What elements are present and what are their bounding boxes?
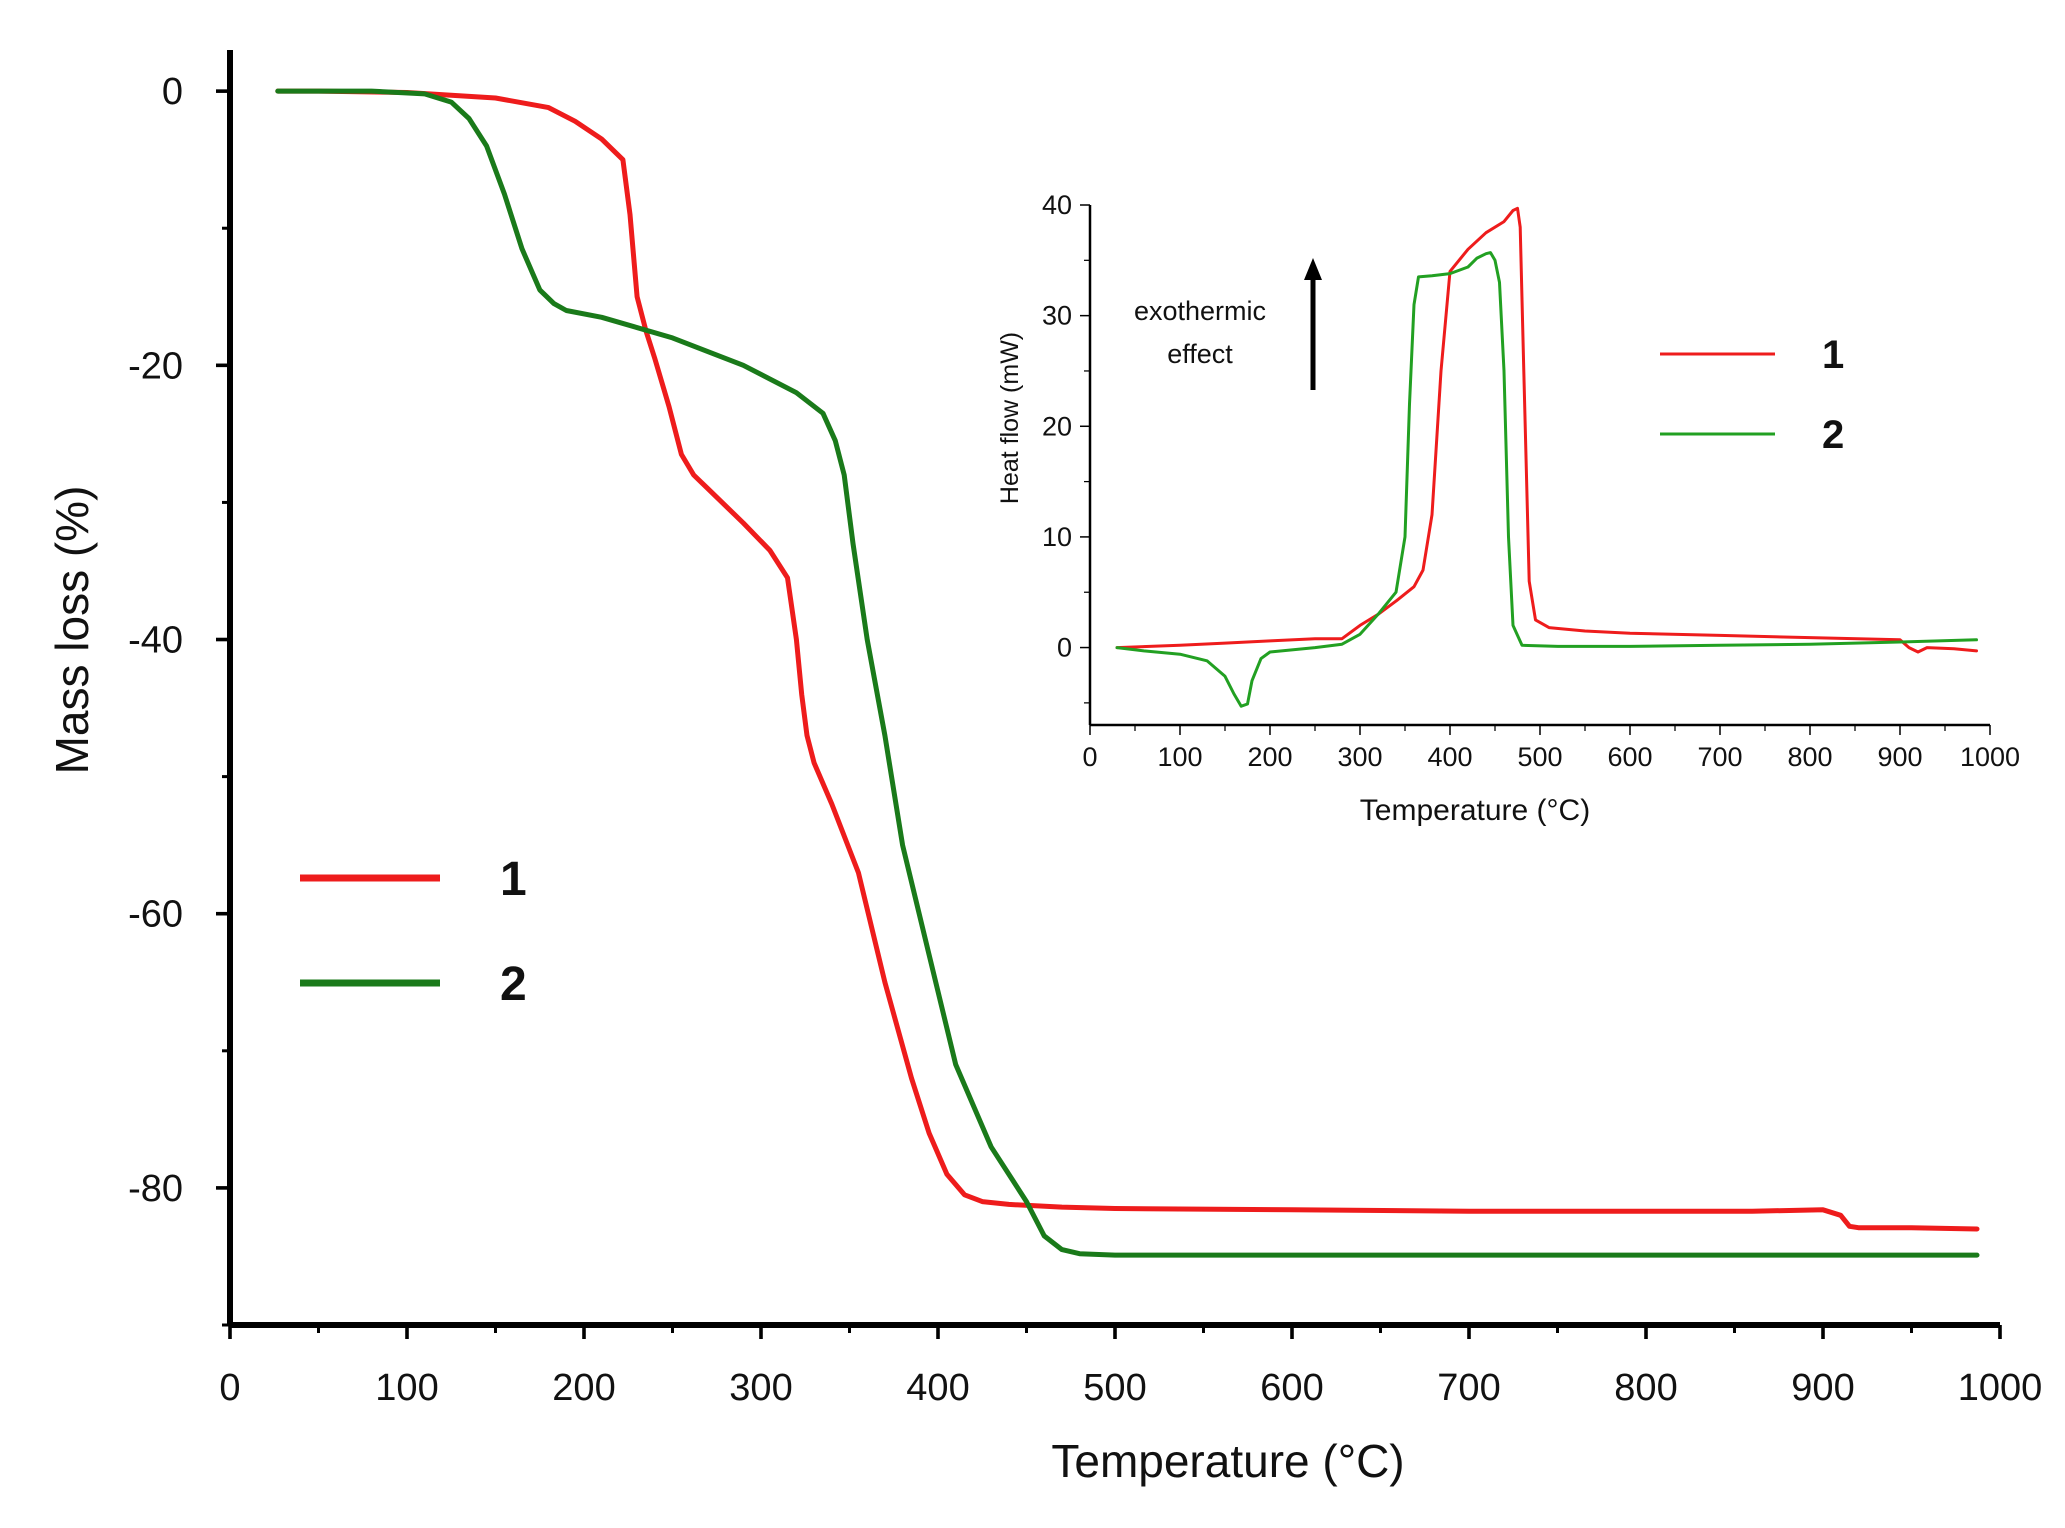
main-legend-label-1: 1: [500, 853, 527, 906]
inset-x-tick-label: 900: [1877, 742, 1922, 772]
main-x-tick-label: 100: [375, 1367, 438, 1409]
main-x-tick-label: 700: [1437, 1367, 1500, 1409]
main-x-tick-label: 600: [1260, 1367, 1323, 1409]
inset-x-tick-label: 200: [1247, 742, 1292, 772]
main-y-axis-title: Mass loss (%): [46, 486, 98, 775]
main-x-tick-label: 300: [729, 1367, 792, 1409]
inset-y-axis-title: Heat flow (mW): [996, 332, 1024, 504]
inset-y-tick-label: 20: [1042, 411, 1072, 441]
main-y-tick-label: -60: [128, 894, 183, 936]
main-axes: [227, 50, 2000, 1328]
main-x-tick-label: 1000: [1958, 1367, 2043, 1409]
exothermic-arrow-icon: [1304, 258, 1322, 390]
main-y-tick-label: 0: [162, 71, 183, 113]
main-x-axis-title: Temperature (°C): [1051, 1435, 1404, 1487]
main-x-tick-label: 900: [1791, 1367, 1854, 1409]
inset-legend-label-2: 2: [1822, 413, 1844, 457]
inset-x-tick-label: 500: [1517, 742, 1562, 772]
main-lines: [275, 88, 1980, 1258]
exothermic-label-line1: exothermic: [1134, 296, 1266, 326]
main-x-tick-label: 400: [906, 1367, 969, 1409]
inset-legend-label-1: 1: [1822, 333, 1844, 377]
inset-x-tick-label: 800: [1787, 742, 1832, 772]
main-legend-label-2: 2: [500, 958, 527, 1011]
main-y-ticks: 0 -20 -40 -60 -80: [128, 71, 230, 1327]
inset-x-tick-label: 400: [1427, 742, 1472, 772]
inset-y-tick-label: 10: [1042, 522, 1072, 552]
main-series-2-line: [275, 88, 1980, 1258]
inset-series-2-line: [1115, 251, 1978, 708]
main-x-tick-label: 800: [1614, 1367, 1677, 1409]
inset-x-tick-label: 700: [1697, 742, 1742, 772]
inset-x-tick-label: 100: [1157, 742, 1202, 772]
inset-y-ticks: 0 10 20 30 40: [1042, 190, 1090, 704]
inset-x-tick-label: 1000: [1960, 742, 2020, 772]
main-x-tick-label: 500: [1083, 1367, 1146, 1409]
inset-y-tick-label: 30: [1042, 301, 1072, 331]
inset-x-tick-label: 0: [1082, 742, 1097, 772]
main-x-ticks: 0 100 200 300 400 500 600 700 800 900 1000: [219, 1325, 2042, 1409]
inset-legend: 1 2: [1660, 333, 1844, 457]
inset-x-ticks: 0 100 200 300 400 500 600 700 800 900 1000: [1082, 725, 2020, 772]
main-y-tick-label: -80: [128, 1168, 183, 1210]
main-chart: 0 100 200 300 400 500 600 700 800 900 1000 0-20-40…: [46, 50, 2042, 1487]
main-series-1-line: [275, 88, 1980, 1232]
inset-lines: [1115, 206, 1978, 708]
inset-y-tick-label: 40: [1042, 190, 1072, 220]
inset-x-axis-title: Temperature (°C): [1360, 794, 1590, 827]
inset-chart: 0 100 200 300 400 500 600 700 800 900 1000 0 10 20 30…: [996, 190, 2020, 827]
main-x-tick-label: 200: [552, 1367, 615, 1409]
main-x-tick-label: 0: [219, 1367, 240, 1409]
main-y-tick-label: -40: [128, 620, 183, 662]
exothermic-label-line2: effect: [1167, 339, 1233, 369]
inset-series-1-line: [1115, 206, 1978, 654]
inset-x-tick-label: 300: [1337, 742, 1382, 772]
main-y-tick-label: -20: [128, 345, 183, 387]
main-legend: 1 2: [300, 853, 527, 1011]
inset-x-tick-label: 600: [1607, 742, 1652, 772]
inset-y-tick-label: 0: [1057, 633, 1072, 663]
